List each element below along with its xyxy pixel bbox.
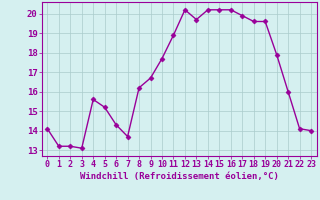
X-axis label: Windchill (Refroidissement éolien,°C): Windchill (Refroidissement éolien,°C): [80, 172, 279, 181]
